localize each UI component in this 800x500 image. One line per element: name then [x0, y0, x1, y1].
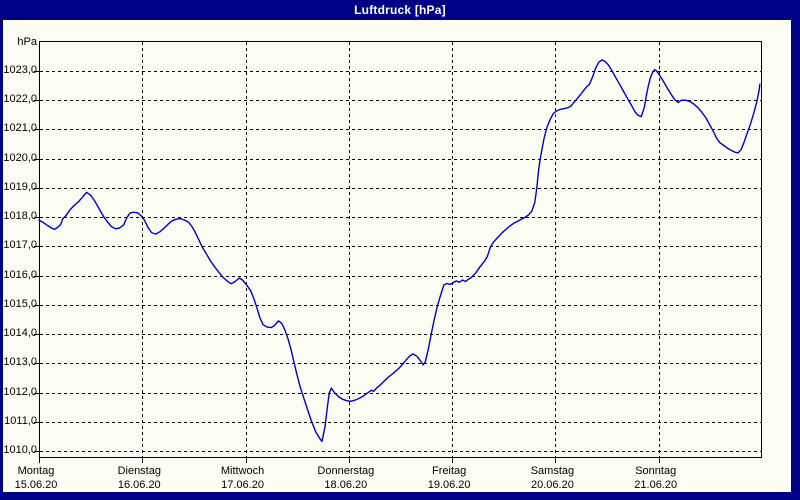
y-tick-label: 1010,0 [3, 444, 37, 456]
day-date-label: 16.06.20 [117, 479, 161, 491]
window-title: Luftdruck [hPa] [354, 3, 446, 17]
y-tick-label: 1015,0 [3, 297, 37, 310]
y-tick-label: 1012,0 [3, 385, 37, 398]
pressure-line [38, 59, 761, 443]
day-name-label: Donnerstag [317, 465, 375, 477]
day-name-label: Mittwoch [220, 465, 265, 477]
y-tick-label: 1013,0 [3, 356, 37, 369]
day-date-label: 20.06.20 [531, 479, 574, 491]
day-name-label: Freitag [432, 465, 467, 477]
day-date-label: 15.06.20 [14, 479, 58, 491]
day-name-label: Dienstag [117, 465, 161, 477]
y-tick-label: 1019,0 [3, 180, 37, 193]
day-name-label: Montag [17, 465, 55, 477]
day-name-label: Samstag [530, 465, 575, 477]
y-tick-label: 1014,0 [3, 327, 37, 340]
y-tick-label: 1020,0 [3, 151, 37, 164]
y-tick-label: 1017,0 [3, 239, 37, 252]
day-date-label: 19.06.20 [427, 479, 471, 491]
day-date-label: 17.06.20 [221, 479, 264, 491]
y-tick-label: 1011,0 [4, 414, 37, 427]
y-tick-label: 1018,0 [3, 210, 37, 223]
day-date-label: 21.06.20 [634, 479, 678, 491]
day-date-label: 18.06.20 [324, 479, 368, 491]
plot-area [34, 41, 762, 463]
y-axis-unit-label: hPa [17, 36, 37, 48]
y-tick-label: 1016,0 [3, 268, 37, 281]
title-bar: Luftdruck [hPa] [0, 0, 800, 20]
day-name-label: Sonntag [635, 465, 677, 477]
chart-panel: hPa 1023,0 1022,0 1021,0 1020,0 1019,0 1018,0… [3, 20, 791, 492]
y-tick-label: 1023,0 [3, 64, 37, 76]
y-tick-label: 1021,0 [3, 122, 37, 135]
y-tick-label: 1022,0 [3, 93, 37, 106]
plot-border [39, 41, 762, 458]
